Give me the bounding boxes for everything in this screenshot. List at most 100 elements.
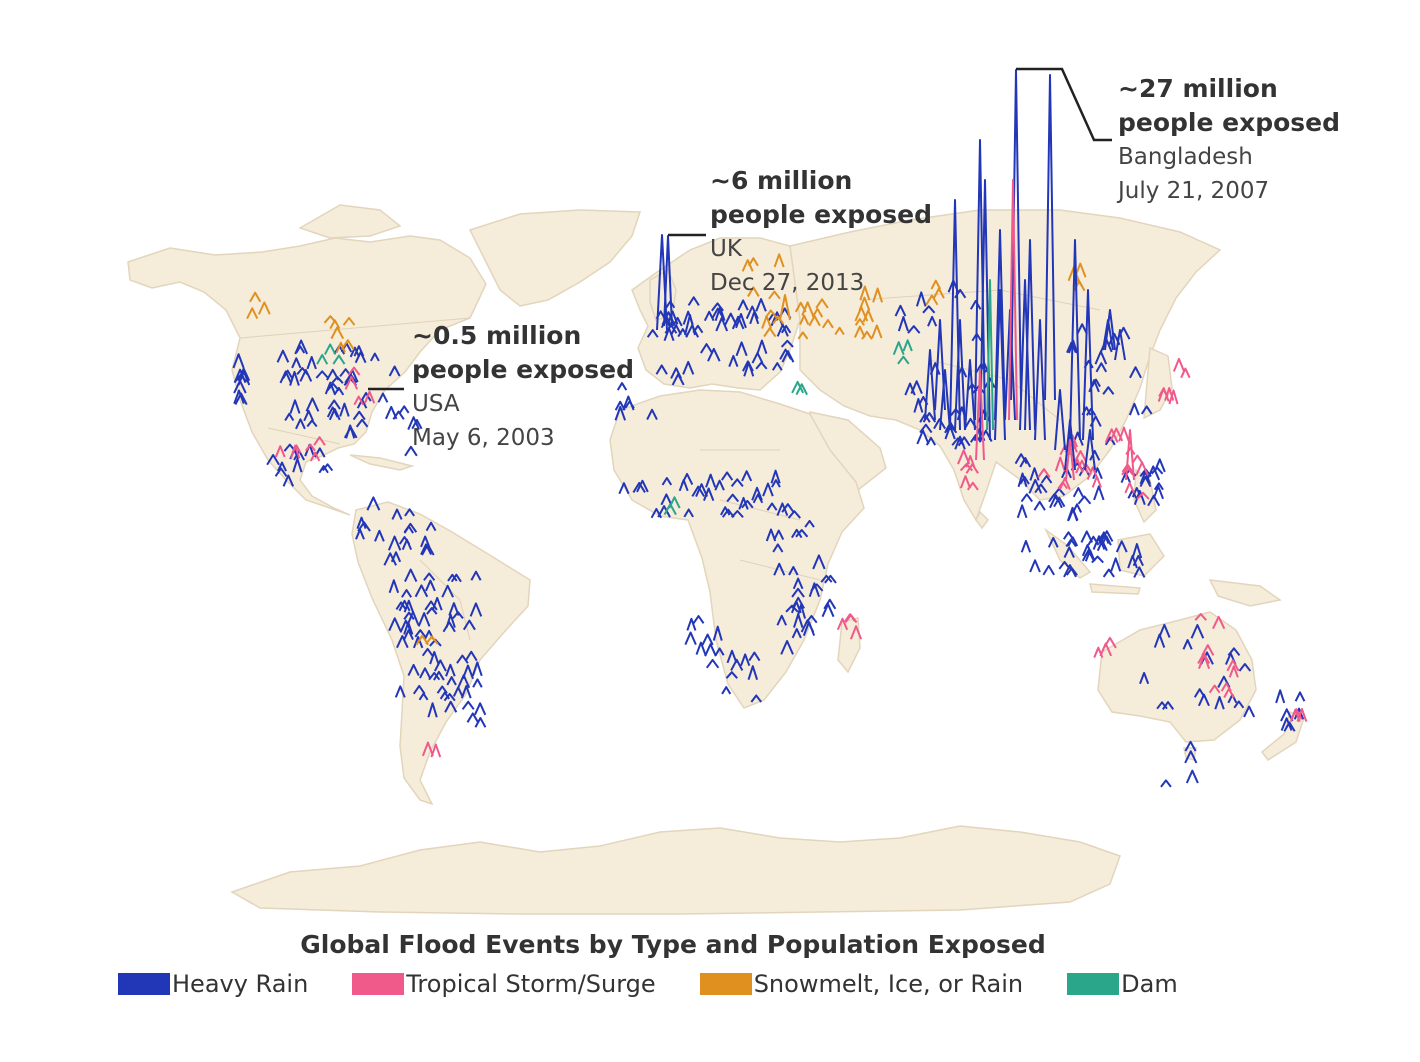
flood-event-marker [1058,560,1071,570]
flood-event-marker [374,529,385,542]
flood-event-marker [686,617,697,631]
annotation-usa-headline-1: ~0.5 million [412,321,582,350]
flood-event-marker [969,300,982,310]
flood-event-marker [820,574,833,583]
flood-event-marker [772,543,784,553]
flood-event-marker [614,405,627,421]
flood-event-marker [1029,467,1040,481]
flood-event-marker [430,743,442,758]
flood-event-marker [1180,367,1191,379]
flood-event-marker [1072,503,1082,513]
flood-event-marker [1294,691,1306,702]
flood-event-marker [764,309,777,319]
flood-event-marker [695,483,709,497]
flood-event-marker [369,352,380,362]
flood-event-marker [711,302,724,312]
annotation-bangladesh-headline-2: people exposed [1118,108,1341,137]
legend-swatch-snowmelt [699,973,752,995]
flood-event-marker [1131,454,1143,464]
flood-event-marker [670,324,682,336]
flood-event-marker [773,562,786,576]
annotation-usa-date: May 6, 2003 [412,425,555,451]
flood-event-marker [398,405,410,414]
flood-event-marker [335,341,346,353]
flood-event-marker [682,360,695,375]
flood-event-marker [1020,493,1033,503]
flood-event-marker-tall [1008,179,1018,421]
flood-event-marker [390,551,402,563]
flood-event-marker [327,399,341,410]
flood-event-marker [849,625,863,640]
flood-event-marker [427,702,438,718]
flood-event-marker [395,601,407,610]
flood-event-marker [781,350,795,363]
flood-event-marker [861,330,873,340]
flood-event-marker [363,390,376,404]
flood-event-marker [1059,477,1071,490]
flood-event-marker [1062,531,1075,540]
flood-event-marker [342,316,356,326]
flood-event-marker [424,600,438,611]
flood-event-marker [249,291,262,303]
flood-event-marker [356,398,368,409]
flood-event-marker [444,700,458,713]
flood-event-marker [788,566,799,576]
south-america [351,501,531,806]
flood-event-marker [721,686,732,695]
flood-event-marker [771,362,783,371]
flood-event-marker [1047,536,1059,548]
flood-event-marker [398,599,411,612]
flood-event-marker [1093,485,1105,501]
flood-event-marker [749,311,760,325]
flood-event-marker [704,643,717,657]
flood-event-marker [664,323,678,334]
flood-event-marker [858,296,871,311]
flood-event-marker [1063,546,1075,559]
flood-event-marker [724,312,738,326]
flood-event-marker [234,392,248,406]
flood-event-marker [712,625,723,641]
flood-event-marker [1233,700,1245,709]
flood-event-marker [776,614,788,626]
flood-event-marker [355,528,365,540]
flood-event-marker [740,653,751,667]
flood-event-marker [695,641,707,655]
flood-event-marker [925,436,937,446]
flood-event-marker [933,418,946,430]
flood-event-marker [622,395,635,411]
flood-event-marker [711,307,725,319]
flood-event-marker [797,331,809,340]
flood-event-marker [1184,740,1197,752]
flood-event-marker [433,670,445,681]
flood-event-marker-tall [1104,309,1116,351]
antarctica [230,825,1121,915]
flood-event-marker [747,257,759,267]
flood-event-marker [811,307,824,318]
flood-event-marker [871,324,883,339]
flood-event-marker [755,361,768,370]
flood-event-marker [436,685,448,694]
flood-event-marker [684,314,696,336]
flood-event-marker [705,658,720,669]
flood-event-marker [1067,536,1079,547]
flood-event-marker-tall [1024,239,1036,431]
flood-event-marker [1208,684,1221,694]
sumatra [1044,527,1092,579]
flood-event-marker [295,418,306,430]
flood-event-marker [1100,530,1114,542]
flood-event-marker [469,602,483,617]
flood-event-marker [683,508,694,518]
annotation-uk-location: UK [710,236,742,262]
flood-event-marker [655,364,668,375]
flood-event-marker [299,368,313,382]
flood-event-marker [237,367,251,382]
flood-event-marker [768,290,781,300]
flood-event-marker [666,310,679,325]
flood-event-marker [632,481,646,493]
flood-event-marker [720,506,731,516]
flood-event-marker [411,419,423,430]
flood-event-marker [296,367,309,375]
flood-event-marker-tall [1034,319,1046,441]
flood-event-marker [439,691,450,700]
flood-event-marker [780,324,792,334]
